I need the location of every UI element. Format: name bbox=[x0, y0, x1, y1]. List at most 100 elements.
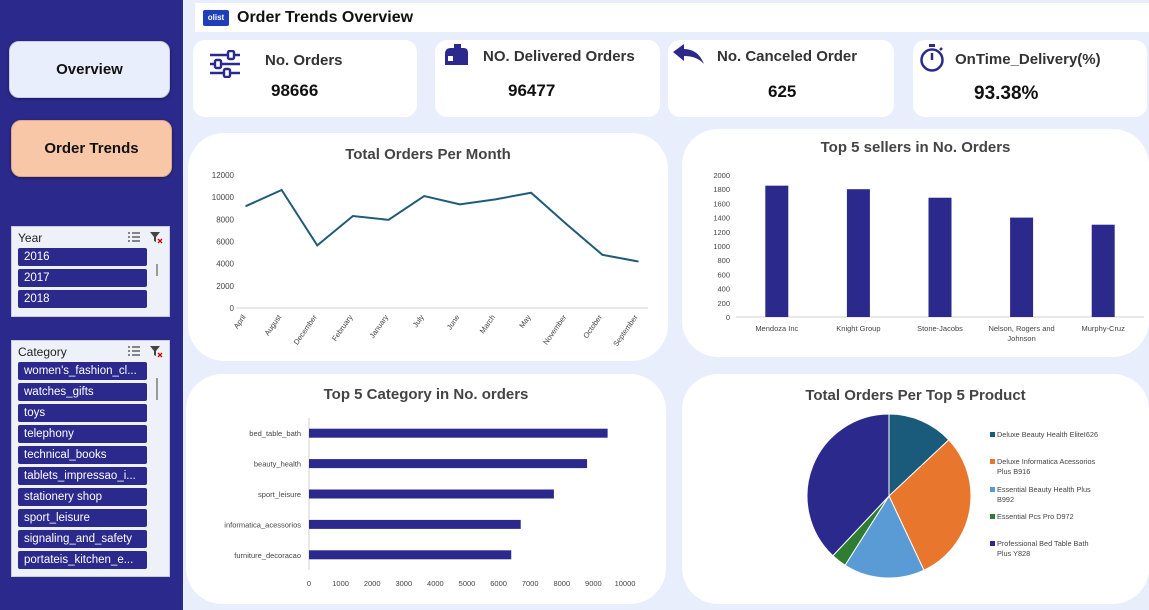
x-tick-label: 9000 bbox=[585, 579, 602, 588]
order-trends-button[interactable]: Order Trends bbox=[11, 120, 172, 177]
x-tick-label: May bbox=[517, 313, 533, 330]
category-slicer-item[interactable]: tablets_impressao_i... bbox=[18, 467, 147, 485]
y-tick-label: 2000 bbox=[216, 282, 234, 291]
legend-label: Professional Bed Table Bath Plus Y828 bbox=[997, 539, 1089, 558]
top-product-chart: Deluxe Beauty Health EliteI626 Deluxe Inf… bbox=[806, 413, 1098, 579]
category-slicer-item[interactable]: telephony bbox=[18, 425, 147, 443]
data-point bbox=[565, 223, 568, 226]
top-product-title: Total Orders Per Top 5 Product bbox=[805, 387, 1026, 404]
x-tick-label: November bbox=[541, 313, 569, 347]
category-bar bbox=[309, 519, 521, 529]
top-sellers-title: Top 5 sellers in No. Orders bbox=[820, 139, 1011, 156]
kpi-orders-card: No. Orders 98666 bbox=[193, 40, 417, 117]
top-sellers-card: Top 5 sellers in No. Orders 0 200 400 600 80… bbox=[682, 129, 1149, 357]
sidebar: Overview Order Trends Year 2016 2017 2018 … bbox=[0, 0, 183, 610]
data-point bbox=[530, 191, 532, 194]
legend-swatch bbox=[990, 541, 995, 546]
legend-label: Essential Pcs Pro D972 bbox=[997, 512, 1074, 521]
category-slicer-item[interactable]: women's_fashion_cl... bbox=[18, 362, 147, 380]
data-point bbox=[423, 195, 425, 197]
legend-label: Deluxe Informatica Acessorios Plus B916 bbox=[997, 457, 1095, 476]
seller-bar bbox=[765, 185, 789, 317]
x-tick-label: 0 bbox=[307, 579, 311, 588]
legend-label: Essential Beauty Health Plus B992 bbox=[997, 485, 1091, 504]
x-tick-label: 7000 bbox=[522, 579, 539, 588]
year-slicer-item[interactable]: 2017 bbox=[18, 269, 147, 287]
top-product-card: Total Orders Per Top 5 Product Deluxe Be… bbox=[682, 374, 1149, 604]
y-tick-label: 1200 bbox=[713, 228, 730, 237]
category-slicer-title: Category bbox=[18, 344, 67, 359]
multi-select-icon[interactable] bbox=[127, 230, 141, 244]
y-tick-label: bed_table_bath bbox=[249, 429, 301, 438]
x-tick-label: March bbox=[478, 313, 497, 335]
year-slicer-header: Year bbox=[12, 227, 169, 248]
y-tick-label: 600 bbox=[717, 270, 730, 279]
category-bar bbox=[309, 489, 554, 499]
seller-bar bbox=[1010, 217, 1034, 317]
pie-slice bbox=[806, 413, 890, 557]
category-slicer: Category women's_fashion_cl... watches_gi… bbox=[11, 340, 170, 577]
stopwatch-icon bbox=[920, 44, 944, 72]
undo-arrow-icon bbox=[673, 44, 704, 64]
y-tick-label: 2000 bbox=[713, 171, 730, 180]
clear-filter-icon[interactable] bbox=[149, 344, 163, 358]
kpi-ontime-label: OnTime_Delivery(%) bbox=[955, 51, 1101, 68]
category-slicer-item[interactable]: technical_books bbox=[18, 446, 147, 464]
x-tick-label: 1000 bbox=[332, 579, 349, 588]
category-slicer-item[interactable]: sport_leisure bbox=[18, 509, 147, 527]
x-tick-label: February bbox=[330, 313, 355, 343]
x-tick-label: September bbox=[611, 313, 640, 349]
y-tick-label: 12000 bbox=[212, 171, 235, 180]
x-tick-label: 2000 bbox=[364, 579, 381, 588]
olist-logo: olist bbox=[203, 9, 229, 26]
category-slicer-header: Category bbox=[12, 341, 169, 362]
y-tick-label: 200 bbox=[717, 299, 730, 308]
kpi-delivered-label: NO. Delivered Orders bbox=[483, 48, 635, 65]
category-slicer-item[interactable]: watches_gifts bbox=[18, 383, 147, 401]
y-tick-label: 800 bbox=[717, 256, 730, 265]
legend-label: Deluxe Beauty Health EliteI626 bbox=[997, 430, 1098, 439]
seller-bar bbox=[928, 197, 952, 317]
y-tick-label: sport_leisure bbox=[258, 490, 301, 499]
category-slicer-item[interactable]: toys bbox=[18, 404, 147, 422]
category-scrollbar[interactable] bbox=[156, 378, 158, 400]
kpi-canceled-label: No. Canceled Order bbox=[717, 48, 858, 65]
data-point bbox=[316, 244, 319, 247]
orders-per-month-card: Total Orders Per Month 0 2000 4000 6000 8000… bbox=[188, 133, 668, 361]
x-tick-label: Nelson, Rogers and Johnson bbox=[988, 324, 1054, 343]
category-bar bbox=[309, 428, 608, 438]
year-slicer: Year 2016 2017 2018 bbox=[11, 226, 170, 317]
multi-select-icon[interactable] bbox=[127, 344, 141, 358]
y-tick-label: 1400 bbox=[713, 214, 730, 223]
x-tick-label: 6000 bbox=[490, 579, 507, 588]
category-slicer-item[interactable]: stationery shop bbox=[18, 488, 147, 506]
year-scrollbar[interactable] bbox=[156, 264, 158, 276]
y-tick-label: 6000 bbox=[216, 238, 234, 247]
x-tick-label: April bbox=[232, 313, 248, 331]
category-slicer-item[interactable]: signaling_and_safety bbox=[18, 530, 147, 548]
y-tick-label: 400 bbox=[717, 285, 730, 294]
y-tick-label: 4000 bbox=[216, 260, 234, 269]
top-category-title: Top 5 Category in No. orders bbox=[323, 386, 529, 403]
data-point bbox=[459, 203, 461, 206]
y-tick-label: 1800 bbox=[713, 185, 730, 194]
y-tick-label: furniture_decoracao bbox=[234, 551, 301, 560]
overview-button[interactable]: Overview bbox=[9, 41, 170, 98]
kpi-ontime-card: OnTime_Delivery(%) 93.38% bbox=[913, 40, 1147, 117]
orders-per-month-title: Total Orders Per Month bbox=[345, 146, 511, 163]
data-point bbox=[245, 205, 247, 207]
clear-filter-icon[interactable] bbox=[149, 230, 163, 244]
title-bar: olist Order Trends Overview bbox=[195, 3, 1149, 32]
y-tick-label: 0 bbox=[230, 304, 235, 313]
y-tick-label: 0 bbox=[726, 313, 730, 322]
x-tick-label: July bbox=[411, 313, 426, 329]
category-slicer-item[interactable]: portateis_kitchen_e... bbox=[18, 551, 147, 569]
year-slicer-item[interactable]: 2016 bbox=[18, 248, 147, 266]
x-tick-label: 10000 bbox=[615, 579, 636, 588]
y-tick-label: 1000 bbox=[713, 242, 730, 251]
category-bar bbox=[309, 459, 588, 469]
x-tick-label: 8000 bbox=[553, 579, 570, 588]
page-title: Order Trends Overview bbox=[237, 8, 414, 26]
year-slicer-item[interactable]: 2018 bbox=[18, 290, 147, 308]
kpi-orders-value: 98666 bbox=[271, 81, 319, 100]
